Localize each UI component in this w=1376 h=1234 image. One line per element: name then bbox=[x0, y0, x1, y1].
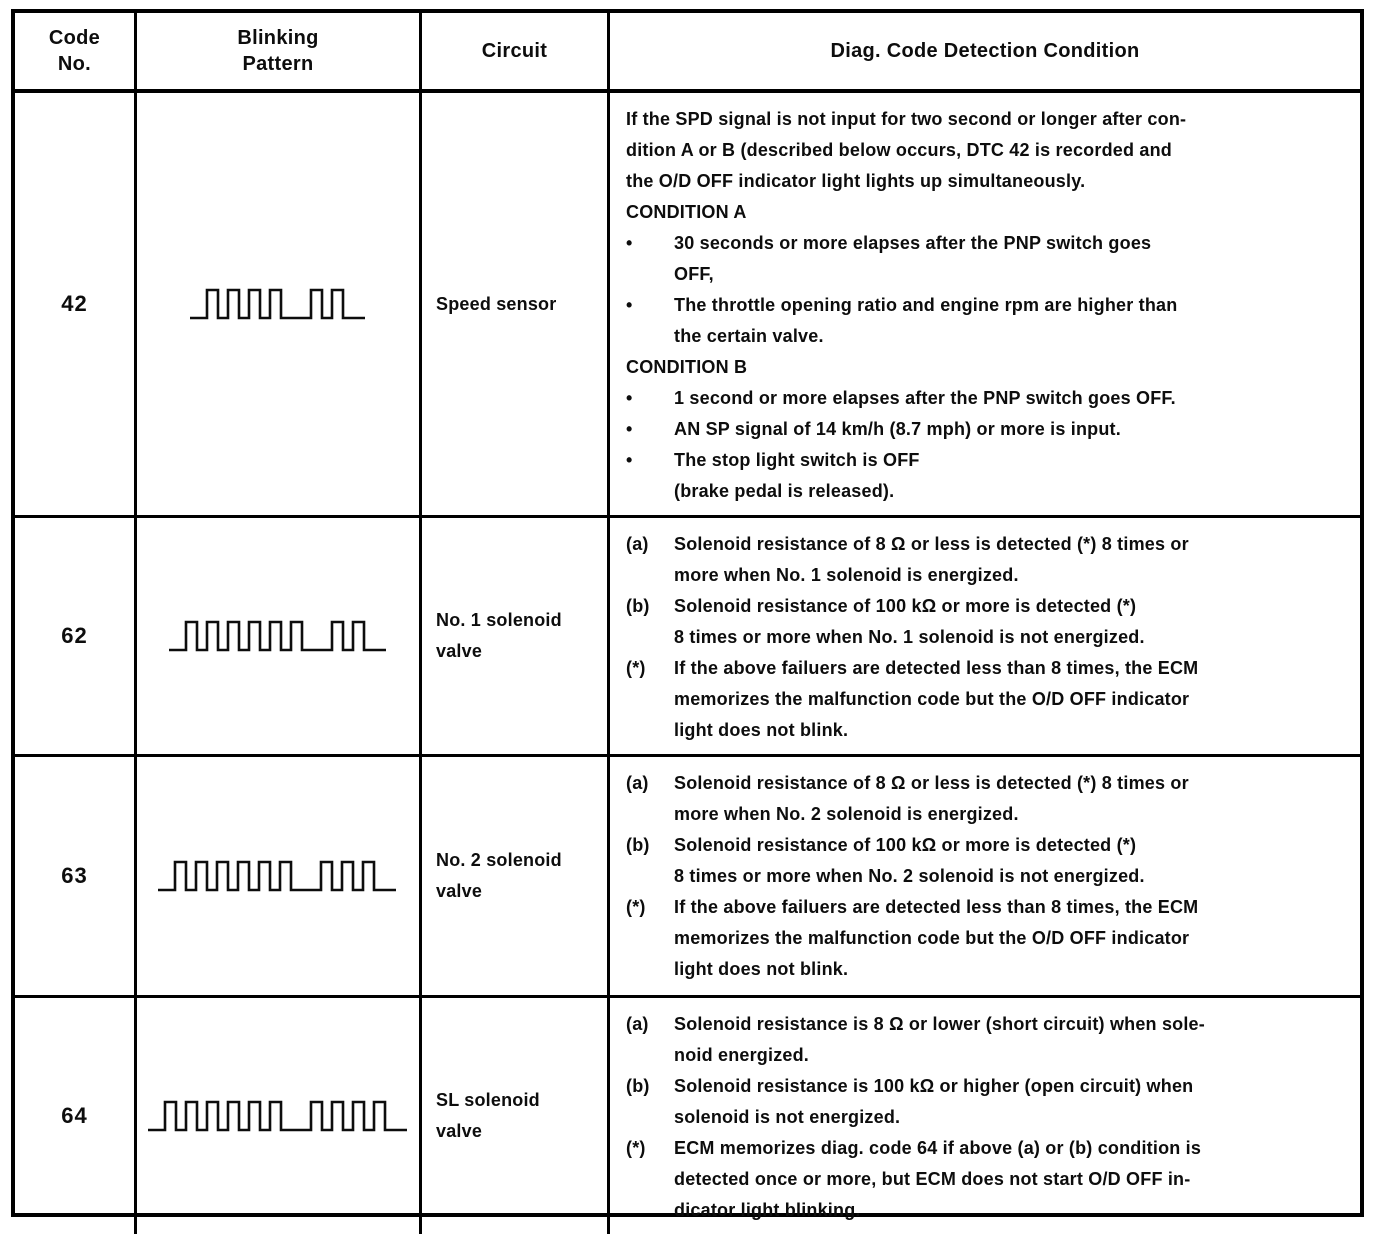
header-blinking-pattern: Blinking Pattern bbox=[137, 13, 422, 89]
condition-item: • 1 second or more elapses after the PNP … bbox=[626, 383, 1346, 414]
detection-condition-cell: If the SPD signal is not input for two s… bbox=[610, 93, 1360, 515]
table-body: 42 Speed sensor If the SPD signal is not… bbox=[15, 93, 1360, 1234]
detection-condition-cell: (a) Solenoid resistance of 8 Ω or less is… bbox=[610, 757, 1360, 995]
condition-item: CONDITION A bbox=[626, 197, 1346, 228]
code-number-cell: 63 bbox=[15, 757, 137, 995]
table-header-row: Code No. Blinking Pattern Circuit Diag. … bbox=[15, 13, 1360, 93]
code-number: 64 bbox=[61, 1103, 88, 1128]
condition-marker: (*) bbox=[626, 1138, 646, 1158]
condition-text: Solenoid resistance of 8 Ω or less is de… bbox=[674, 534, 1189, 585]
condition-item: (a) Solenoid resistance of 8 Ω or less is… bbox=[626, 768, 1346, 830]
table-row: 63 No. 2 solenoid valve (a) Solenoid resi… bbox=[15, 757, 1360, 998]
bullet-icon: • bbox=[626, 450, 633, 470]
condition-marker: (b) bbox=[626, 835, 650, 855]
condition-item: (b) Solenoid resistance of 100 kΩ or more… bbox=[626, 591, 1346, 653]
circuit-name: No. 2 solenoid valve bbox=[436, 850, 562, 901]
circuit-name: Speed sensor bbox=[436, 293, 557, 314]
blinking-pattern-cell bbox=[137, 757, 422, 995]
condition-text: Solenoid resistance of 100 kΩ or more is… bbox=[674, 835, 1145, 886]
condition-text: ECM memorizes diag. code 64 if above (a)… bbox=[674, 1138, 1202, 1220]
condition-item: • The stop light switch is OFF (brake ped… bbox=[626, 445, 1346, 507]
condition-text: Solenoid resistance of 100 kΩ or more is… bbox=[674, 596, 1145, 647]
code-number-cell: 62 bbox=[15, 518, 137, 754]
condition-marker: (a) bbox=[626, 773, 649, 793]
bullet-icon: • bbox=[626, 419, 633, 439]
detection-condition-cell: (a) Solenoid resistance is 8 Ω or lower (… bbox=[610, 998, 1360, 1234]
condition-item: CONDITION B bbox=[626, 352, 1346, 383]
condition-item: • The throttle opening ratio and engine r… bbox=[626, 290, 1346, 352]
blinking-pattern-cell bbox=[137, 518, 422, 754]
condition-marker: (b) bbox=[626, 1076, 650, 1096]
blinking-pattern-cell bbox=[137, 998, 422, 1234]
table-row: 64 SL solenoid valve (a) Solenoid resista… bbox=[15, 998, 1360, 1234]
code-number: 42 bbox=[61, 291, 88, 316]
blink-pattern-6-4-icon bbox=[147, 1100, 407, 1132]
condition-text: If the SPD signal is not input for two s… bbox=[626, 109, 1187, 191]
table-row: 62 No. 1 solenoid valve (a) Solenoid resi… bbox=[15, 518, 1360, 757]
condition-item: (b) Solenoid resistance of 100 kΩ or more… bbox=[626, 830, 1346, 892]
condition-text: Solenoid resistance is 100 kΩ or higher … bbox=[674, 1076, 1194, 1127]
condition-marker: (a) bbox=[626, 534, 649, 554]
code-number-cell: 64 bbox=[15, 998, 137, 1234]
table-row: 42 Speed sensor If the SPD signal is not… bbox=[15, 93, 1360, 518]
condition-text: CONDITION B bbox=[626, 357, 748, 377]
condition-item: (*) ECM memorizes diag. code 64 if above … bbox=[626, 1133, 1346, 1226]
circuit-cell: SL solenoid valve bbox=[422, 998, 610, 1234]
bullet-icon: • bbox=[626, 388, 633, 408]
condition-item: If the SPD signal is not input for two s… bbox=[626, 104, 1346, 197]
condition-text: AN SP signal of 14 km/h (8.7 mph) or mor… bbox=[674, 419, 1121, 439]
circuit-cell: No. 1 solenoid valve bbox=[422, 518, 610, 754]
detection-condition-cell: (a) Solenoid resistance of 8 Ω or less is… bbox=[610, 518, 1360, 754]
blinking-pattern-cell bbox=[137, 93, 422, 515]
condition-text: 30 seconds or more elapses after the PNP… bbox=[674, 233, 1152, 284]
blink-pattern-4-2-icon bbox=[189, 288, 365, 320]
circuit-cell: Speed sensor bbox=[422, 93, 610, 515]
header-detection-condition: Diag. Code Detection Condition bbox=[830, 40, 1140, 62]
header-code-no: Code No. bbox=[15, 13, 137, 89]
condition-marker: (*) bbox=[626, 658, 646, 678]
bullet-icon: • bbox=[626, 295, 633, 315]
condition-text: The stop light switch is OFF (brake peda… bbox=[674, 450, 920, 501]
condition-text: 1 second or more elapses after the PNP s… bbox=[674, 388, 1176, 408]
condition-item: • 30 seconds or more elapses after the PN… bbox=[626, 228, 1346, 290]
circuit-name: No. 1 solenoid valve bbox=[436, 610, 562, 661]
condition-text: Solenoid resistance of 8 Ω or less is de… bbox=[674, 773, 1189, 824]
code-number: 63 bbox=[61, 863, 88, 888]
condition-text: If the above failuers are detected less … bbox=[674, 658, 1199, 740]
diagnostic-code-table: Code No. Blinking Pattern Circuit Diag. … bbox=[11, 9, 1364, 1234]
condition-marker: (b) bbox=[626, 596, 650, 616]
blink-pattern-6-2-icon bbox=[168, 620, 386, 652]
condition-item: (a) Solenoid resistance is 8 Ω or lower (… bbox=[626, 1009, 1346, 1071]
bullet-icon: • bbox=[626, 233, 633, 253]
condition-marker: (*) bbox=[626, 897, 646, 917]
condition-item: (*) If the above failuers are detected le… bbox=[626, 892, 1346, 985]
circuit-name: SL solenoid valve bbox=[436, 1090, 540, 1141]
condition-text: If the above failuers are detected less … bbox=[674, 897, 1199, 979]
blink-pattern-6-3-icon bbox=[158, 860, 396, 892]
code-number: 62 bbox=[61, 623, 88, 648]
condition-text: The throttle opening ratio and engine rp… bbox=[674, 295, 1178, 346]
condition-item: • AN SP signal of 14 km/h (8.7 mph) or mo… bbox=[626, 414, 1346, 445]
circuit-cell: No. 2 solenoid valve bbox=[422, 757, 610, 995]
condition-item: (b) Solenoid resistance is 100 kΩ or high… bbox=[626, 1071, 1346, 1133]
condition-text: Solenoid resistance is 8 Ω or lower (sho… bbox=[674, 1014, 1205, 1065]
condition-item: (*) If the above failuers are detected le… bbox=[626, 653, 1346, 746]
condition-text: CONDITION A bbox=[626, 202, 747, 222]
condition-marker: (a) bbox=[626, 1014, 649, 1034]
condition-item: (a) Solenoid resistance of 8 Ω or less is… bbox=[626, 529, 1346, 591]
header-circuit: Circuit bbox=[422, 13, 610, 89]
code-number-cell: 42 bbox=[15, 93, 137, 515]
